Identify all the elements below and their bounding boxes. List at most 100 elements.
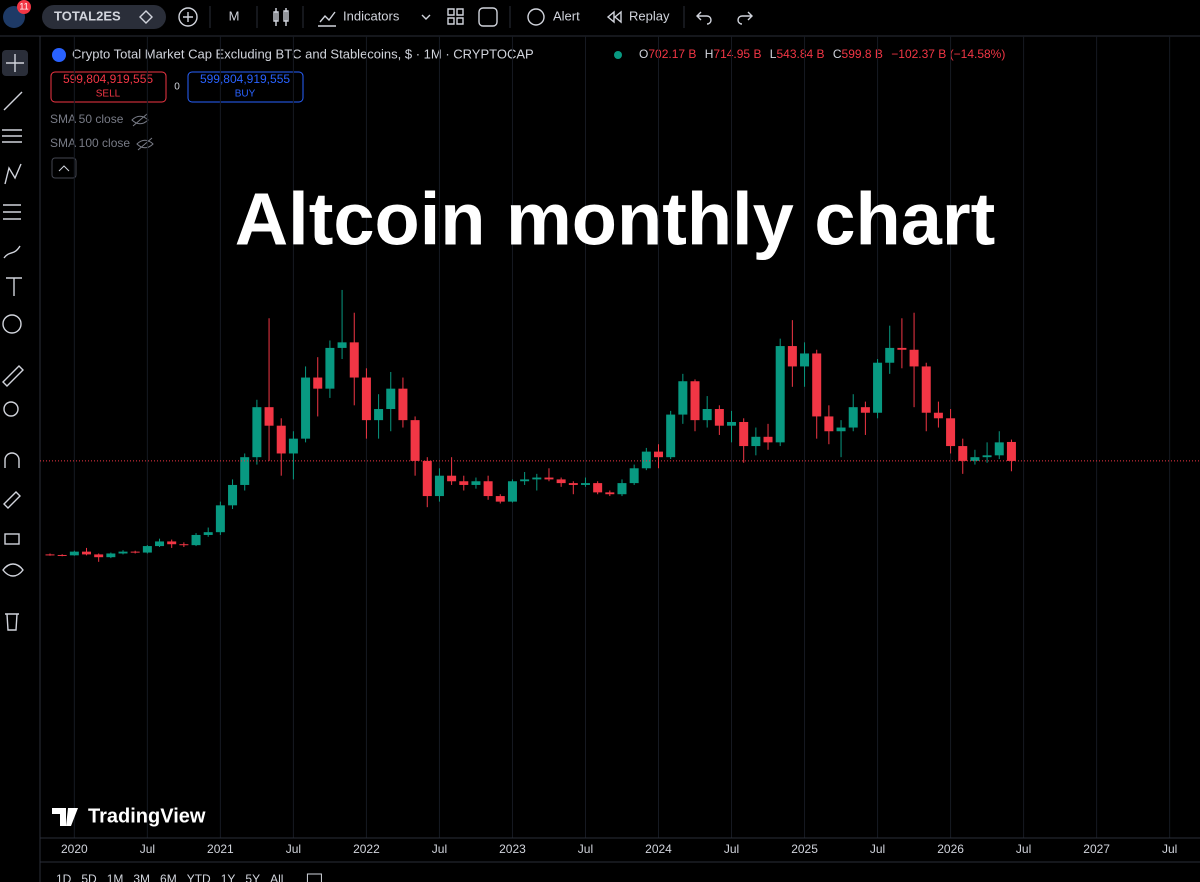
candle-body bbox=[556, 479, 566, 484]
candle-body bbox=[921, 366, 931, 413]
candle bbox=[763, 423, 773, 450]
indicators-button[interactable]: Indicators bbox=[343, 8, 400, 23]
study-label[interactable]: SMA 50 close bbox=[50, 112, 124, 126]
timeframe-button[interactable]: All bbox=[270, 872, 283, 882]
timeframe-button[interactable]: 3M bbox=[133, 872, 150, 882]
timeframe-button[interactable]: 6M bbox=[160, 872, 177, 882]
icon-tool[interactable] bbox=[2, 314, 22, 334]
symbol-search[interactable] bbox=[42, 5, 166, 29]
x-tick-label: Jul bbox=[578, 842, 593, 856]
candle-body bbox=[824, 416, 834, 432]
timeframe-button[interactable]: 1M bbox=[107, 872, 124, 882]
alert-button[interactable]: Alert bbox=[553, 8, 580, 23]
replay-button[interactable]: Replay bbox=[629, 8, 670, 23]
candle-body bbox=[666, 414, 676, 458]
candle-body bbox=[617, 483, 627, 495]
candle bbox=[349, 312, 359, 406]
dropdown[interactable] bbox=[421, 14, 431, 20]
ohlc: O702.17 B H714.95 B L543.84 B C599.8 B −… bbox=[639, 47, 1005, 61]
undo[interactable] bbox=[696, 11, 712, 25]
candle bbox=[556, 477, 566, 487]
pattern-tool[interactable] bbox=[4, 163, 22, 185]
hide-tool[interactable] bbox=[2, 563, 24, 577]
chart-type[interactable] bbox=[273, 8, 289, 26]
candle-body bbox=[386, 388, 396, 410]
candle bbox=[787, 320, 797, 387]
timeframe-button[interactable]: 5Y bbox=[245, 872, 260, 882]
candle-body bbox=[641, 451, 651, 469]
candle-body bbox=[507, 481, 517, 502]
candle bbox=[118, 550, 128, 555]
redo[interactable] bbox=[737, 11, 753, 25]
timeframe-button[interactable]: 5D bbox=[81, 872, 97, 882]
candle bbox=[605, 490, 615, 497]
ohlc-value: 702.17 B bbox=[648, 47, 696, 61]
candle-body bbox=[349, 342, 359, 378]
forecast-tool[interactable] bbox=[3, 204, 21, 220]
templates[interactable] bbox=[478, 7, 498, 27]
candle bbox=[313, 357, 323, 417]
candle bbox=[228, 479, 238, 510]
x-tick-label: Jul bbox=[724, 842, 739, 856]
candle bbox=[57, 554, 67, 557]
timeframe-button[interactable]: 1D bbox=[56, 872, 72, 882]
sell-button[interactable] bbox=[50, 71, 167, 103]
magnet-tool[interactable] bbox=[4, 452, 20, 468]
candle bbox=[520, 471, 530, 485]
interval[interactable]: M bbox=[229, 8, 240, 23]
collapse-legend[interactable] bbox=[51, 157, 77, 179]
candle bbox=[142, 545, 152, 554]
text-tool[interactable] bbox=[6, 277, 22, 296]
study-label[interactable]: SMA 100 close bbox=[50, 136, 130, 150]
candle bbox=[568, 481, 578, 495]
candle-body bbox=[714, 409, 724, 426]
candle bbox=[69, 550, 79, 556]
brush-tool[interactable] bbox=[3, 245, 21, 259]
hidden-icon[interactable] bbox=[131, 113, 149, 127]
candle-body bbox=[203, 532, 213, 535]
candle bbox=[288, 431, 298, 480]
candle-body bbox=[142, 546, 152, 553]
candle-body bbox=[970, 457, 980, 461]
remove-tool[interactable] bbox=[5, 613, 19, 631]
draw-mode[interactable] bbox=[3, 491, 21, 509]
candle-body bbox=[118, 551, 128, 554]
zoom-tool[interactable] bbox=[3, 401, 19, 417]
replay-icon bbox=[606, 10, 622, 24]
candle bbox=[727, 410, 737, 443]
candle bbox=[276, 418, 286, 476]
candle-body bbox=[57, 554, 67, 556]
candle-body bbox=[702, 409, 712, 421]
candle bbox=[264, 318, 274, 461]
candle bbox=[860, 401, 870, 435]
candle bbox=[800, 342, 810, 387]
candle-body bbox=[69, 551, 79, 556]
candle-body bbox=[909, 349, 919, 367]
trendline-tool[interactable] bbox=[3, 91, 23, 111]
add-symbol[interactable] bbox=[178, 7, 198, 27]
candle bbox=[544, 468, 554, 482]
hidden-icon[interactable] bbox=[136, 137, 154, 151]
candle-body bbox=[252, 407, 262, 458]
date-range-icon[interactable] bbox=[306, 873, 322, 882]
x-tick-label: Jul bbox=[870, 842, 885, 856]
candle bbox=[641, 447, 651, 471]
ohlc-label: C bbox=[833, 47, 842, 61]
watermark: TradingView bbox=[88, 805, 206, 827]
lock-tool[interactable] bbox=[4, 533, 20, 545]
x-tick-label: 2024 bbox=[645, 842, 672, 856]
timeframe-button[interactable]: 1Y bbox=[221, 872, 236, 882]
candle-body bbox=[994, 442, 1004, 456]
fib-tool[interactable] bbox=[2, 129, 22, 143]
crosshair-tool[interactable] bbox=[6, 54, 24, 72]
measure-tool[interactable] bbox=[2, 365, 24, 387]
candle-body bbox=[836, 427, 846, 432]
candle bbox=[386, 371, 396, 432]
buy-button[interactable] bbox=[187, 71, 304, 103]
layouts[interactable] bbox=[447, 8, 464, 25]
candle bbox=[580, 477, 590, 487]
ohlc-label: L bbox=[770, 47, 777, 61]
timeframe-button[interactable]: YTD bbox=[187, 872, 211, 882]
symbol-icon bbox=[139, 10, 153, 24]
